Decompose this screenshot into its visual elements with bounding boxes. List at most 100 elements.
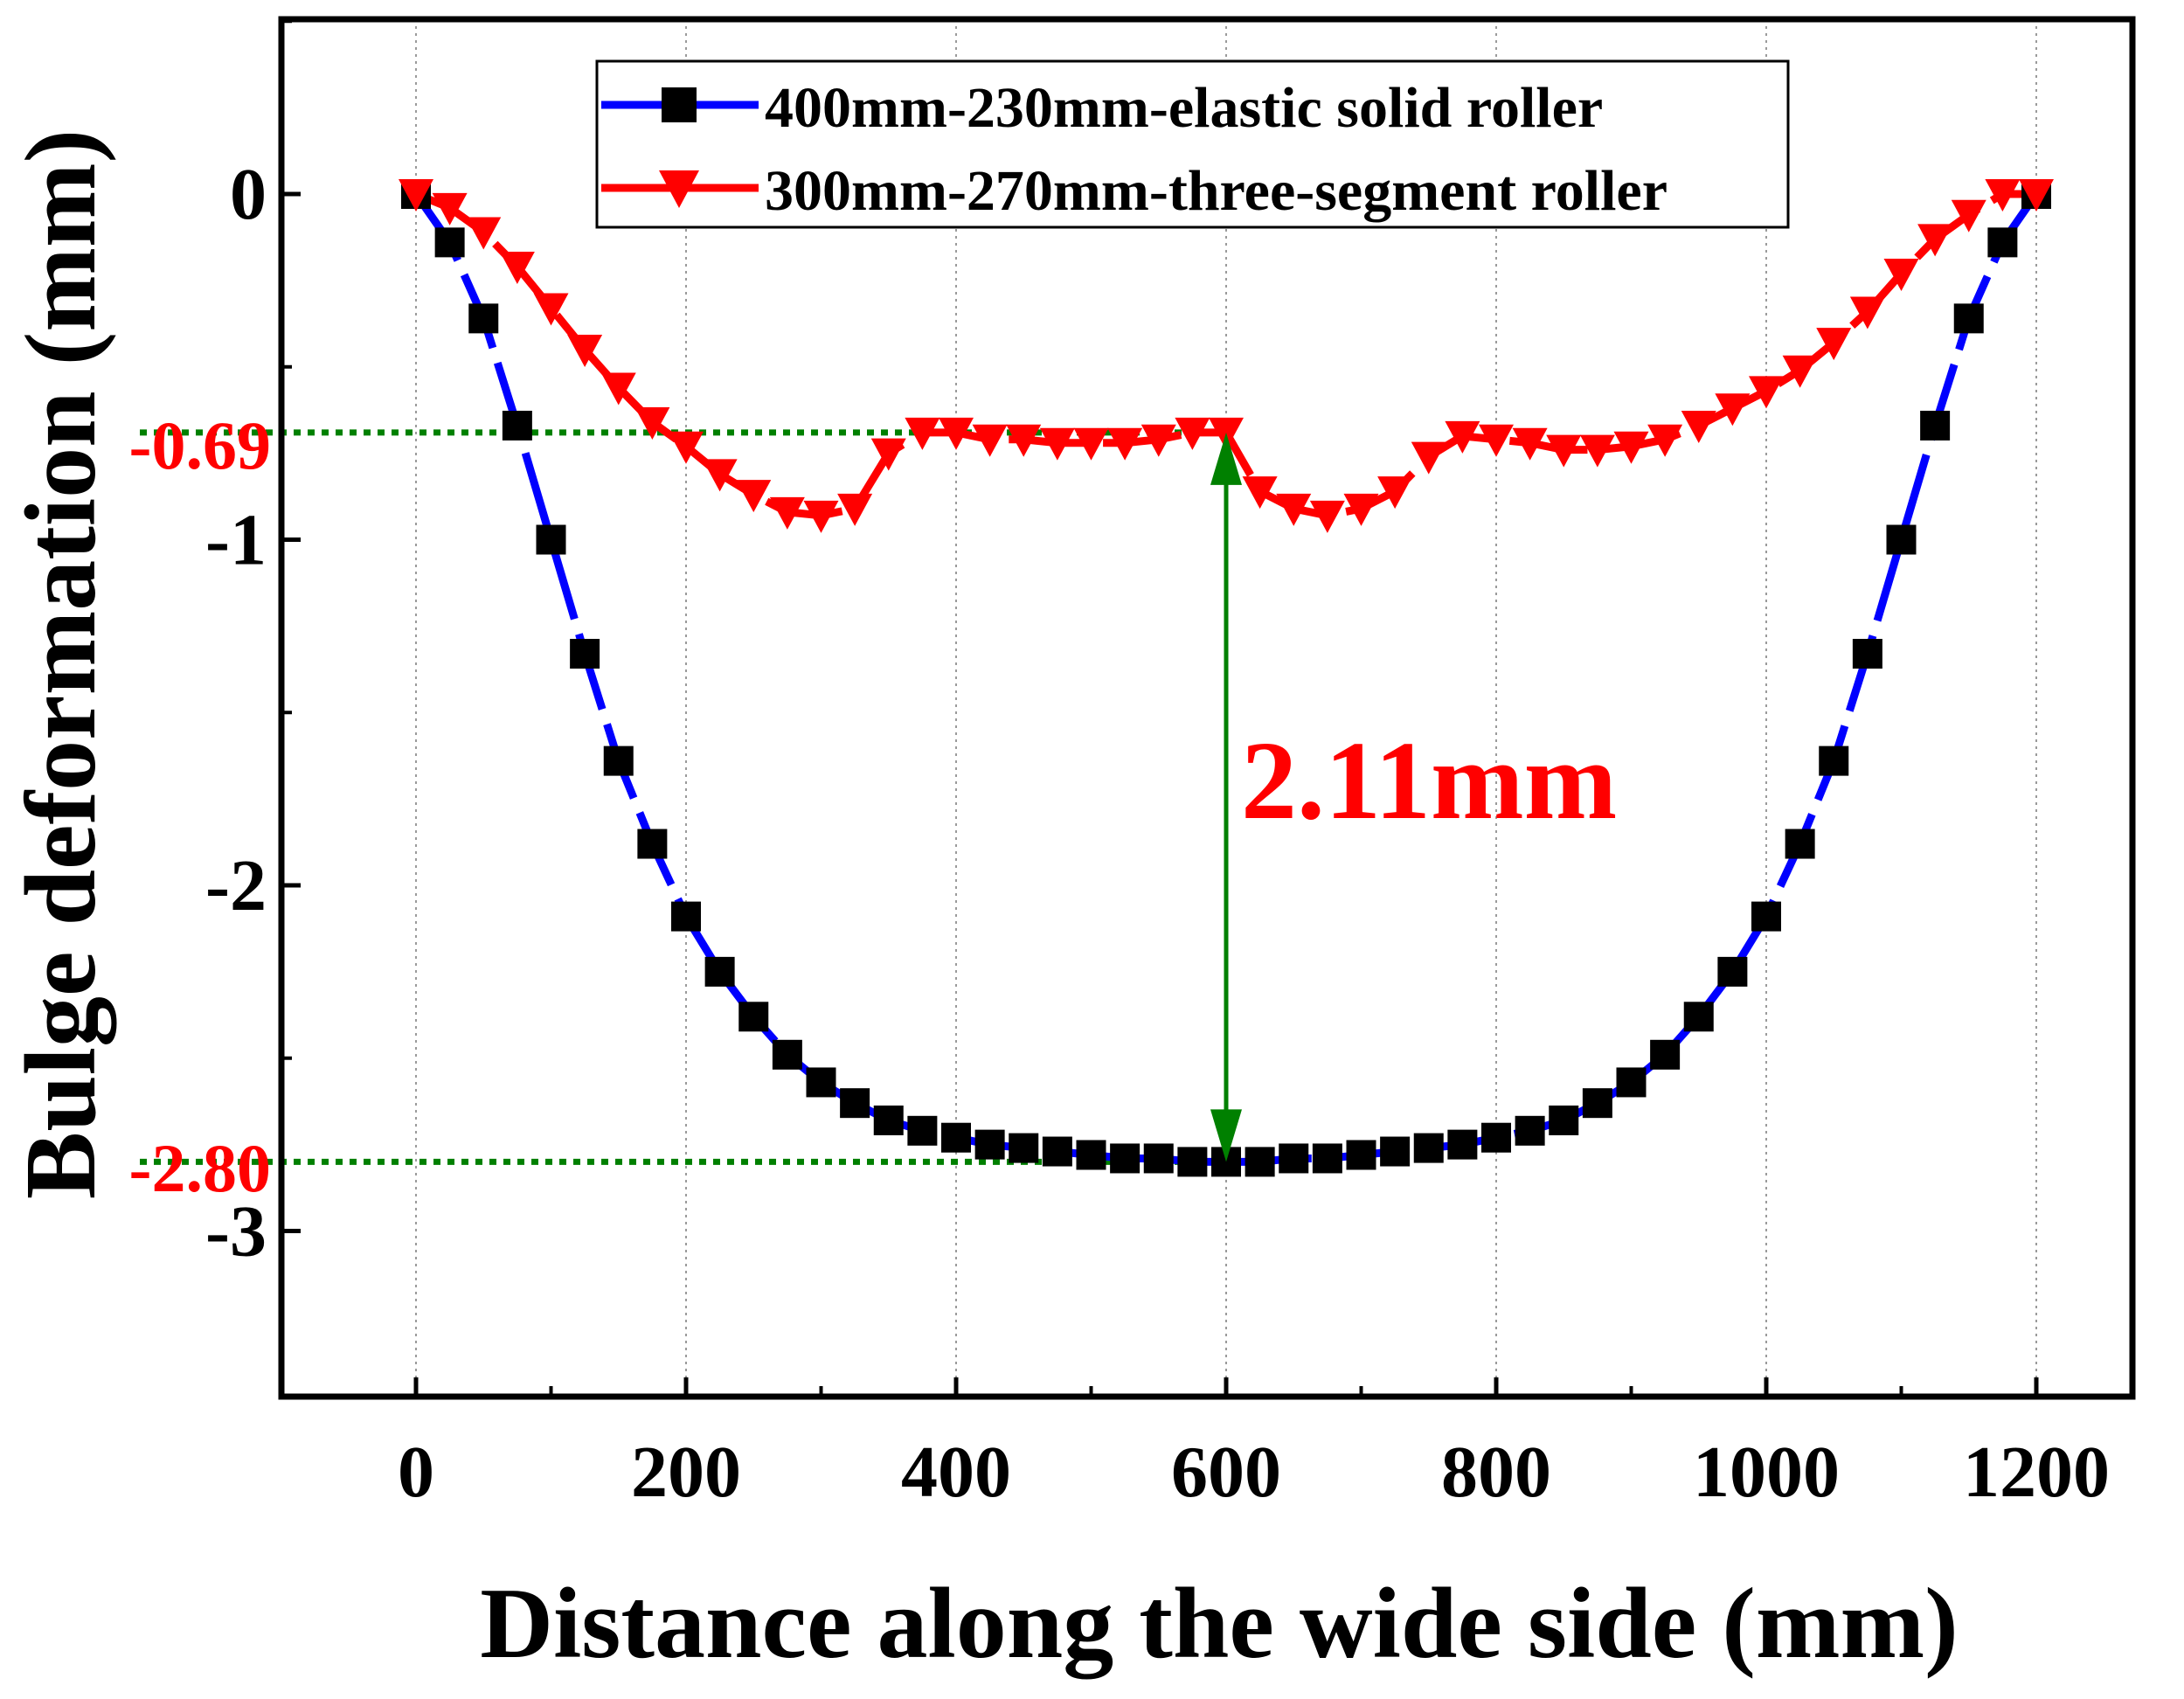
- data-point-three-segment: [1849, 296, 1885, 329]
- data-point-three-segment: [1411, 441, 1446, 475]
- y-tick-label: -3: [205, 1191, 267, 1273]
- data-point-solid-roller: [1582, 1088, 1612, 1119]
- data-point-solid-roller: [603, 745, 634, 776]
- data-point-three-segment: [1039, 427, 1075, 461]
- data-point-three-segment: [567, 334, 603, 367]
- data-point-three-segment: [769, 496, 805, 530]
- data-point-solid-roller: [806, 1067, 836, 1098]
- data-point-solid-roller: [704, 956, 735, 987]
- x-axis-label: Distance along the wide side (mm): [480, 1568, 1959, 1680]
- data-point-solid-roller: [1447, 1129, 1478, 1160]
- data-point-three-segment: [1343, 493, 1379, 526]
- data-point-solid-roller: [1110, 1143, 1141, 1174]
- data-point-three-segment: [1951, 199, 1986, 232]
- data-point-three-segment: [870, 438, 906, 471]
- data-point-solid-roller: [1279, 1143, 1309, 1174]
- data-point-solid-roller: [1413, 1133, 1444, 1163]
- data-point-three-segment: [1107, 427, 1143, 461]
- data-point-solid-roller: [1987, 227, 2018, 258]
- data-point-three-segment: [600, 372, 636, 406]
- y-tick-label: -2: [205, 845, 267, 926]
- data-point-three-segment: [466, 217, 502, 250]
- legend-label-three-segment: 300mm-270mm-three-segment roller: [765, 159, 1667, 223]
- lower-value-label: -2.80: [129, 1130, 271, 1206]
- data-point-solid-roller: [1245, 1147, 1275, 1177]
- x-tick-label: 200: [631, 1432, 741, 1513]
- data-point-solid-roller: [1953, 303, 1984, 334]
- data-point-solid-roller: [1042, 1136, 1072, 1167]
- data-point-three-segment: [1309, 500, 1345, 533]
- data-point-solid-roller: [1481, 1122, 1511, 1153]
- y-axis-label: Bulge deformation (mm): [5, 129, 117, 1199]
- data-point-solid-roller: [1683, 1002, 1714, 1032]
- y-tick-label: -1: [205, 500, 267, 581]
- x-tick-label: 800: [1441, 1432, 1551, 1513]
- data-point-solid-roller: [434, 227, 465, 258]
- y-tick-labels: 0 -1 -2 -3: [205, 154, 267, 1273]
- data-point-three-segment: [1175, 417, 1210, 450]
- data-point-solid-roller: [1380, 1136, 1411, 1167]
- data-point-solid-roller: [907, 1115, 938, 1146]
- legend-label-solid-roller: 400mm-230mm-elastic solid roller: [765, 76, 1603, 140]
- legend-box: [595, 59, 1790, 229]
- data-point-three-segment: [399, 179, 433, 212]
- data-point-solid-roller: [1920, 410, 1951, 440]
- series-markers: [399, 179, 2054, 1177]
- data-point-three-segment: [634, 407, 670, 440]
- data-point-solid-roller: [873, 1105, 904, 1135]
- data-point-three-segment: [1546, 434, 1582, 468]
- data-point-solid-roller: [1346, 1140, 1376, 1170]
- legend-marker-solid-roller: [662, 87, 697, 122]
- data-point-three-segment: [1242, 476, 1278, 510]
- data-point-three-segment: [1917, 224, 1953, 257]
- plot-frame: [278, 16, 2136, 1400]
- data-point-three-segment: [972, 424, 1008, 457]
- data-point-solid-roller: [1852, 639, 1882, 669]
- data-point-three-segment: [499, 252, 535, 285]
- x-tick-labels: 0 200 400 600 800 1000 1200: [398, 1432, 2110, 1513]
- data-point-three-segment: [1479, 424, 1514, 457]
- data-point-solid-roller: [1076, 1140, 1106, 1170]
- data-point-three-segment: [432, 192, 468, 225]
- data-point-solid-roller: [1717, 956, 1748, 987]
- data-point-three-segment: [1647, 424, 1683, 457]
- data-point-solid-roller: [1785, 829, 1815, 859]
- data-point-three-segment: [837, 493, 873, 526]
- data-point-solid-roller: [1312, 1143, 1342, 1174]
- data-point-solid-roller: [974, 1129, 1005, 1160]
- data-point-three-segment: [1816, 328, 1852, 361]
- data-point-solid-roller: [570, 639, 600, 669]
- data-point-solid-roller: [468, 303, 499, 334]
- legend-marker-three-segment: [659, 170, 699, 208]
- data-point-solid-roller: [1009, 1133, 1039, 1163]
- data-point-three-segment: [1749, 376, 1784, 409]
- y-tick-label: 0: [230, 154, 267, 235]
- data-point-solid-roller: [738, 1002, 769, 1032]
- data-point-three-segment: [1681, 410, 1716, 443]
- data-point-three-segment: [1073, 427, 1109, 461]
- data-point-solid-roller: [941, 1122, 971, 1153]
- difference-arrow-head-up: [1210, 432, 1242, 485]
- data-point-three-segment: [1445, 420, 1480, 454]
- data-point-solid-roller: [637, 829, 668, 859]
- data-point-solid-roller: [1616, 1067, 1647, 1098]
- data-point-three-segment: [1782, 355, 1818, 388]
- data-point-three-segment: [1377, 476, 1413, 510]
- difference-arrow: [1210, 432, 1242, 1162]
- data-point-three-segment: [1141, 424, 1176, 457]
- x-tick-label: 400: [901, 1432, 1011, 1513]
- difference-arrow-head-down: [1210, 1109, 1242, 1162]
- data-point-three-segment: [803, 500, 839, 533]
- data-point-solid-roller: [1143, 1143, 1174, 1174]
- data-point-solid-roller: [772, 1039, 802, 1070]
- x-tick-label: 0: [398, 1432, 434, 1513]
- data-point-solid-roller: [1751, 901, 1781, 932]
- data-point-three-segment: [939, 417, 974, 450]
- data-point-three-segment: [1613, 431, 1649, 464]
- data-point-solid-roller: [502, 410, 532, 440]
- data-point-solid-roller: [1515, 1115, 1545, 1146]
- data-point-solid-roller: [1819, 745, 1849, 776]
- legend: 400mm-230mm-elastic solid roller 300mm-2…: [595, 59, 1790, 229]
- data-point-solid-roller: [1650, 1039, 1681, 1070]
